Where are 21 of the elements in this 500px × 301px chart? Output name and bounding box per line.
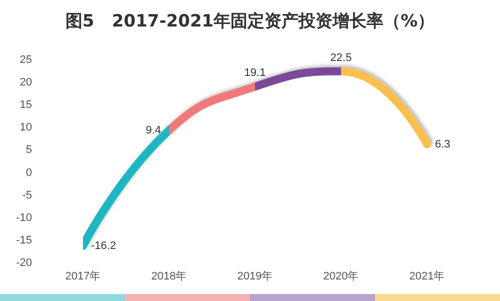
data-label: 9.4 xyxy=(146,124,161,136)
y-tick-label: 5 xyxy=(26,144,32,156)
x-tick-label: 2020年 xyxy=(323,270,359,282)
x-tick-label: 2018年 xyxy=(151,270,187,282)
data-label: 22.5 xyxy=(330,52,352,64)
y-tick-label: -10 xyxy=(16,212,32,224)
y-tick-label: 0 xyxy=(26,166,32,179)
x-tick-label: 2021年 xyxy=(409,270,445,282)
y-tick-label: -5 xyxy=(22,189,32,202)
chart-title: 图5 2017-2021年固定资产投资增长率（%） xyxy=(65,12,435,32)
x-tick-label: 2017年 xyxy=(65,270,101,282)
data-label: 19.1 xyxy=(244,67,266,80)
y-tick-label: 20 xyxy=(20,76,32,89)
y-tick-label: -15 xyxy=(16,234,32,246)
data-label: 6.3 xyxy=(435,138,450,150)
x-tick-label: 2019年 xyxy=(237,270,273,282)
y-tick-label: -20 xyxy=(16,257,32,269)
data-label: -16.2 xyxy=(91,240,116,252)
y-tick-label: 25 xyxy=(20,54,32,66)
y-tick-label: 15 xyxy=(20,99,32,112)
y-tick-label: 10 xyxy=(20,122,32,134)
